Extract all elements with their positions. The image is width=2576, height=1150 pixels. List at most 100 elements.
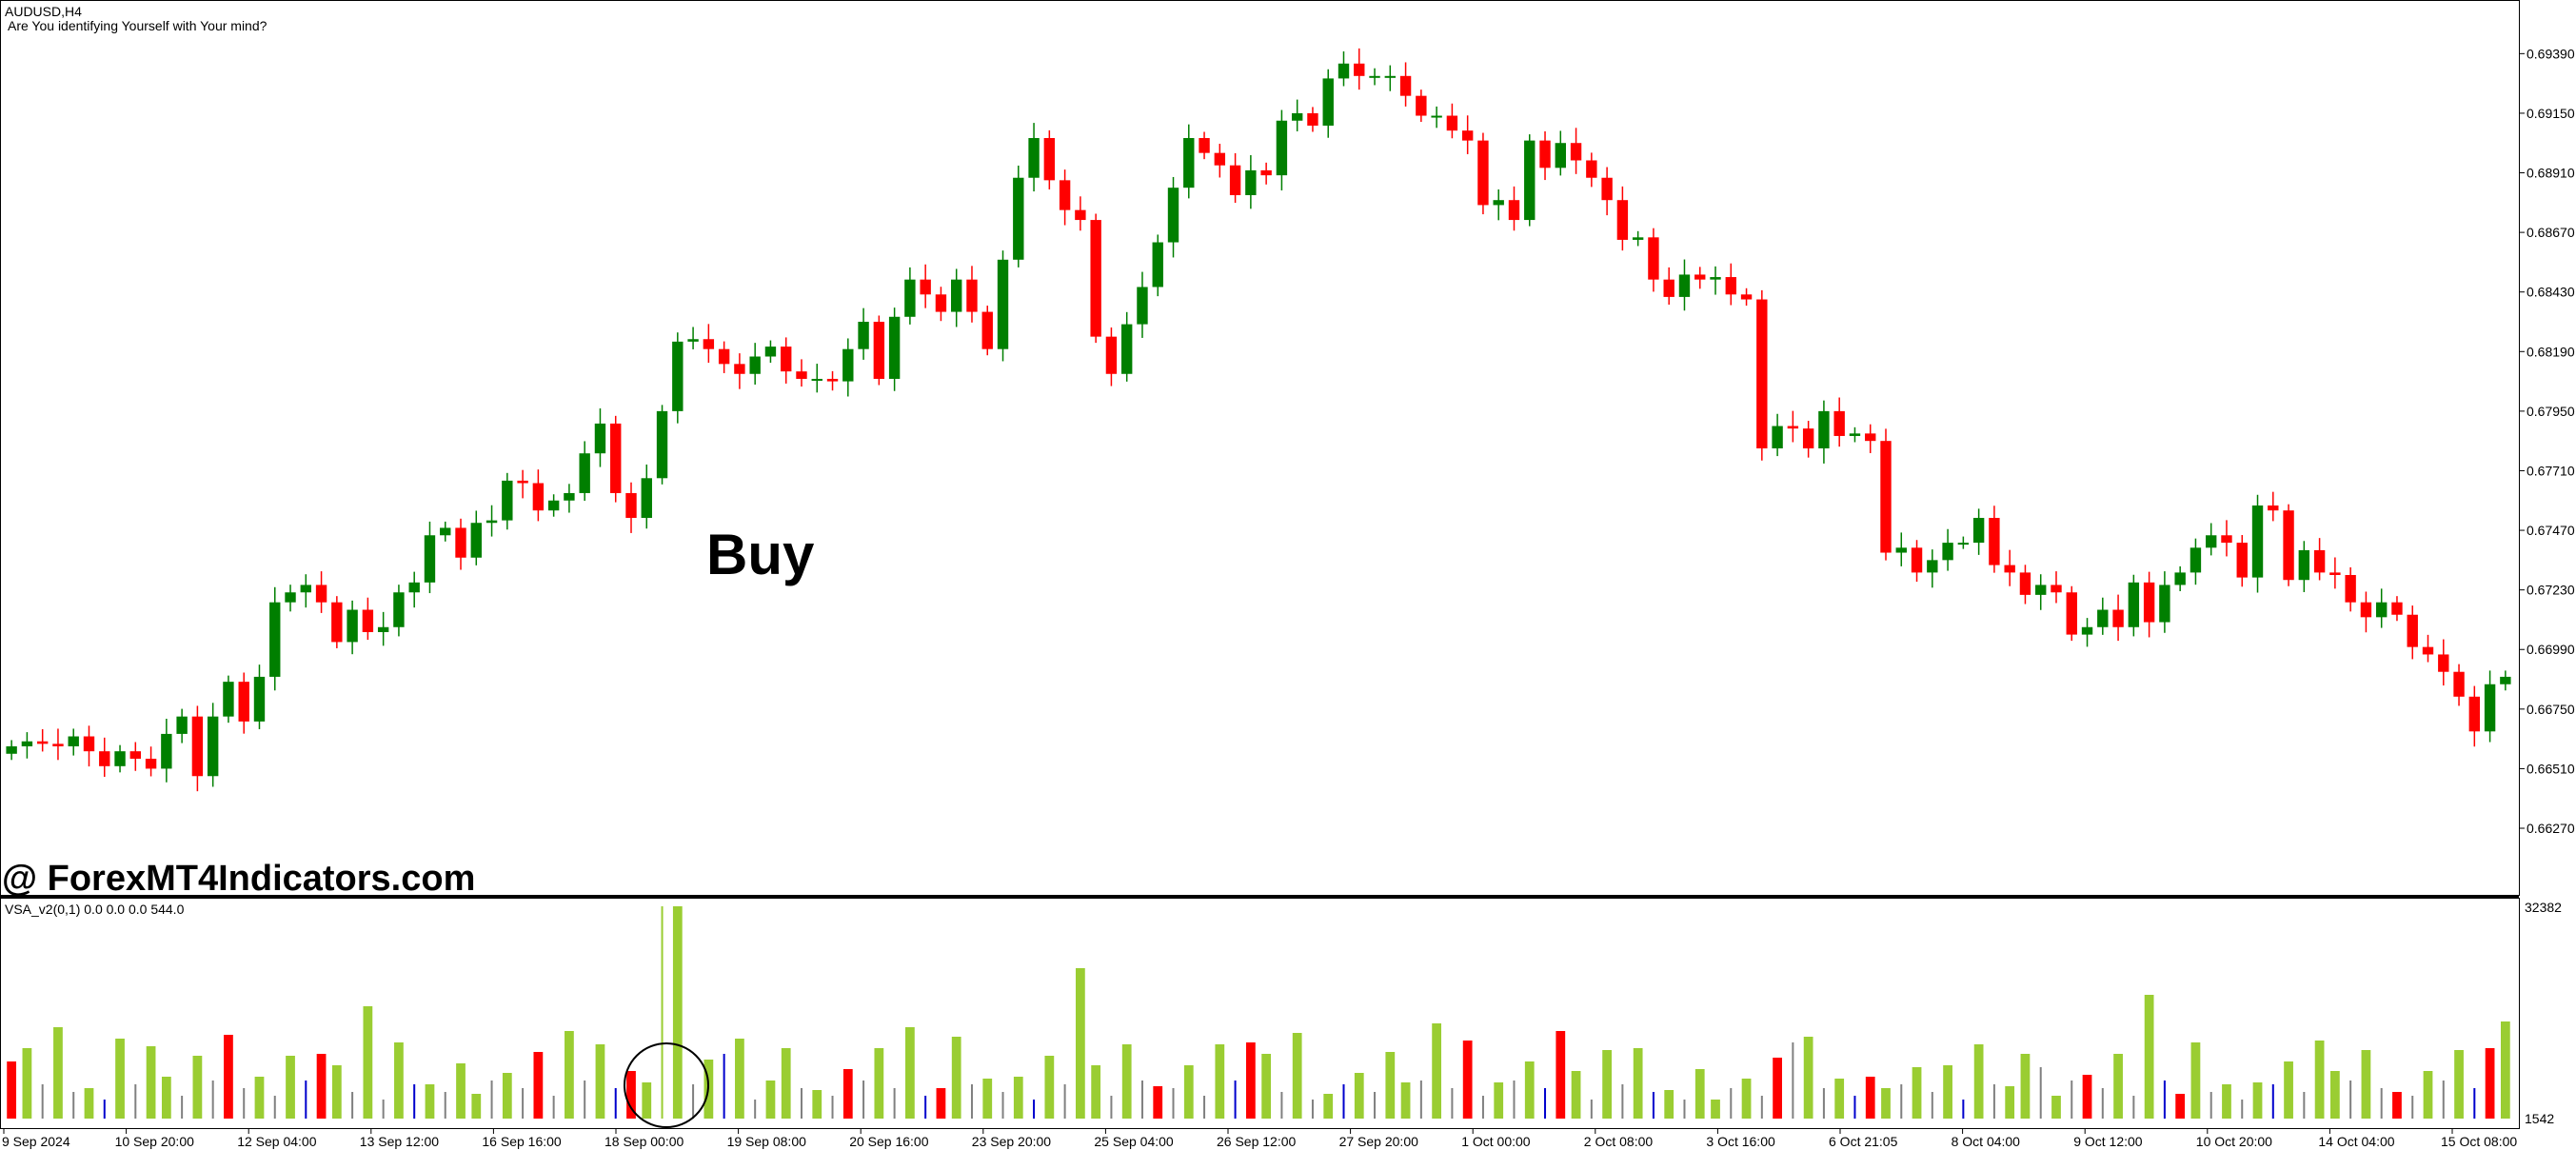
bear-candle (935, 294, 947, 312)
volume-bar (351, 1092, 354, 1119)
bull-candle (502, 480, 513, 521)
bear-candle (1539, 140, 1551, 169)
volume-bar (363, 1006, 373, 1119)
volume-bar (72, 1092, 75, 1119)
bull-candle (393, 592, 405, 627)
bear-candle (2468, 696, 2481, 732)
volume-bar (1183, 1065, 1194, 1119)
indicator-scale-bottom: 1542 (2525, 1111, 2554, 1126)
volume-bar (1544, 1088, 1547, 1119)
volume-bar (2101, 1088, 2104, 1119)
indicator-frame (0, 898, 2520, 1129)
time-tick-label: 19 Sep 08:00 (727, 1134, 807, 1149)
volume-bar (425, 1084, 435, 1119)
volume-bar (723, 1054, 725, 1119)
volume-bar (905, 1027, 915, 1119)
candlestick-series (6, 48, 2511, 792)
volume-bar (1792, 1042, 1794, 1119)
volume-bar (41, 1084, 44, 1119)
price-tick-label: 0.66750 (2526, 702, 2575, 717)
volume-bar (1234, 1081, 1237, 1119)
volume-bar (305, 1081, 307, 1119)
bear-candle (1508, 200, 1520, 221)
bear-candle (2283, 510, 2294, 581)
bull-candle (1120, 324, 1133, 374)
time-tick-label: 6 Oct 21:05 (1829, 1134, 1898, 1149)
volume-bar (1385, 1052, 1396, 1119)
bear-candle (1229, 165, 1241, 195)
volume-bar (672, 906, 683, 1119)
volume-bar (1973, 1044, 1984, 1119)
bull-candle (1957, 543, 1970, 545)
volume-bar (936, 1088, 946, 1119)
volume-bar (2454, 1050, 2464, 1119)
bull-candle (470, 523, 482, 558)
volume-bar (471, 1094, 482, 1119)
bull-candle (1338, 63, 1350, 79)
bear-candle (2221, 535, 2232, 544)
bull-candle (1927, 560, 1938, 573)
bull-candle (1013, 177, 1024, 260)
volume-bar (661, 906, 664, 1119)
volume-bars (7, 906, 2510, 1119)
bull-candle (1772, 426, 1783, 448)
bear-candle (83, 736, 95, 752)
bear-candle (2391, 602, 2403, 615)
volume-bar (161, 1077, 171, 1119)
bull-candle (176, 716, 188, 734)
bear-candle (1694, 274, 1706, 280)
volume-bar (1153, 1086, 1163, 1119)
time-tick-label: 23 Sep 20:00 (972, 1134, 1052, 1149)
volume-bar (502, 1073, 512, 1119)
volume-bar (812, 1090, 822, 1119)
volume-bar (2473, 1088, 2476, 1119)
bull-candle (1183, 138, 1195, 188)
volume-bar (192, 1056, 203, 1119)
bull-candle (1493, 200, 1504, 206)
volume-bar (842, 1069, 853, 1119)
volume-bar (2423, 1071, 2433, 1119)
bear-candle (1648, 237, 1659, 280)
volume-bar (533, 1052, 544, 1119)
bull-candle (1632, 237, 1644, 240)
volume-bar (413, 1084, 416, 1119)
bear-candle (1725, 277, 1736, 295)
volume-bar (1730, 1088, 1733, 1119)
volume-bar (2241, 1100, 2244, 1119)
price-tick-label: 0.69390 (2526, 46, 2575, 61)
volume-bar (1962, 1100, 1965, 1119)
bull-candle (1152, 242, 1163, 288)
volume-bar (1044, 1056, 1055, 1119)
bull-candle (1849, 433, 1861, 436)
bear-candle (238, 682, 249, 722)
bear-candle (873, 321, 885, 379)
volume-bar (2082, 1075, 2092, 1119)
bull-candle (300, 585, 311, 593)
time-tick-label: 25 Sep 04:00 (1094, 1134, 1174, 1149)
volume-bar (1261, 1054, 1272, 1119)
bull-candle (1942, 543, 1953, 561)
price-tick-label: 0.68430 (2526, 285, 2575, 300)
bear-candle (129, 751, 142, 759)
volume-bar (2144, 995, 2154, 1119)
volume-bar (1033, 1100, 1036, 1119)
bull-candle (223, 682, 234, 717)
bear-candle (2360, 602, 2372, 618)
bull-candle (1710, 277, 1721, 280)
price-tick-label: 0.67230 (2526, 583, 2575, 598)
bear-candle (1354, 63, 1365, 76)
volume-bar (1633, 1048, 1643, 1119)
volume-bar (224, 1035, 233, 1119)
volume-bar (243, 1088, 246, 1119)
symbol-title: AUDUSD,H4 (5, 4, 82, 19)
volume-bar (53, 1027, 63, 1119)
price-tick-label: 0.68190 (2526, 344, 2575, 359)
volume-bar (2314, 1041, 2325, 1119)
bull-candle (2206, 535, 2217, 548)
volume-bar (444, 1092, 446, 1119)
volume-bar (1432, 1023, 1442, 1119)
bear-candle (1880, 441, 1892, 553)
volume-bar (565, 1031, 574, 1119)
volume-bar (2271, 1084, 2274, 1119)
